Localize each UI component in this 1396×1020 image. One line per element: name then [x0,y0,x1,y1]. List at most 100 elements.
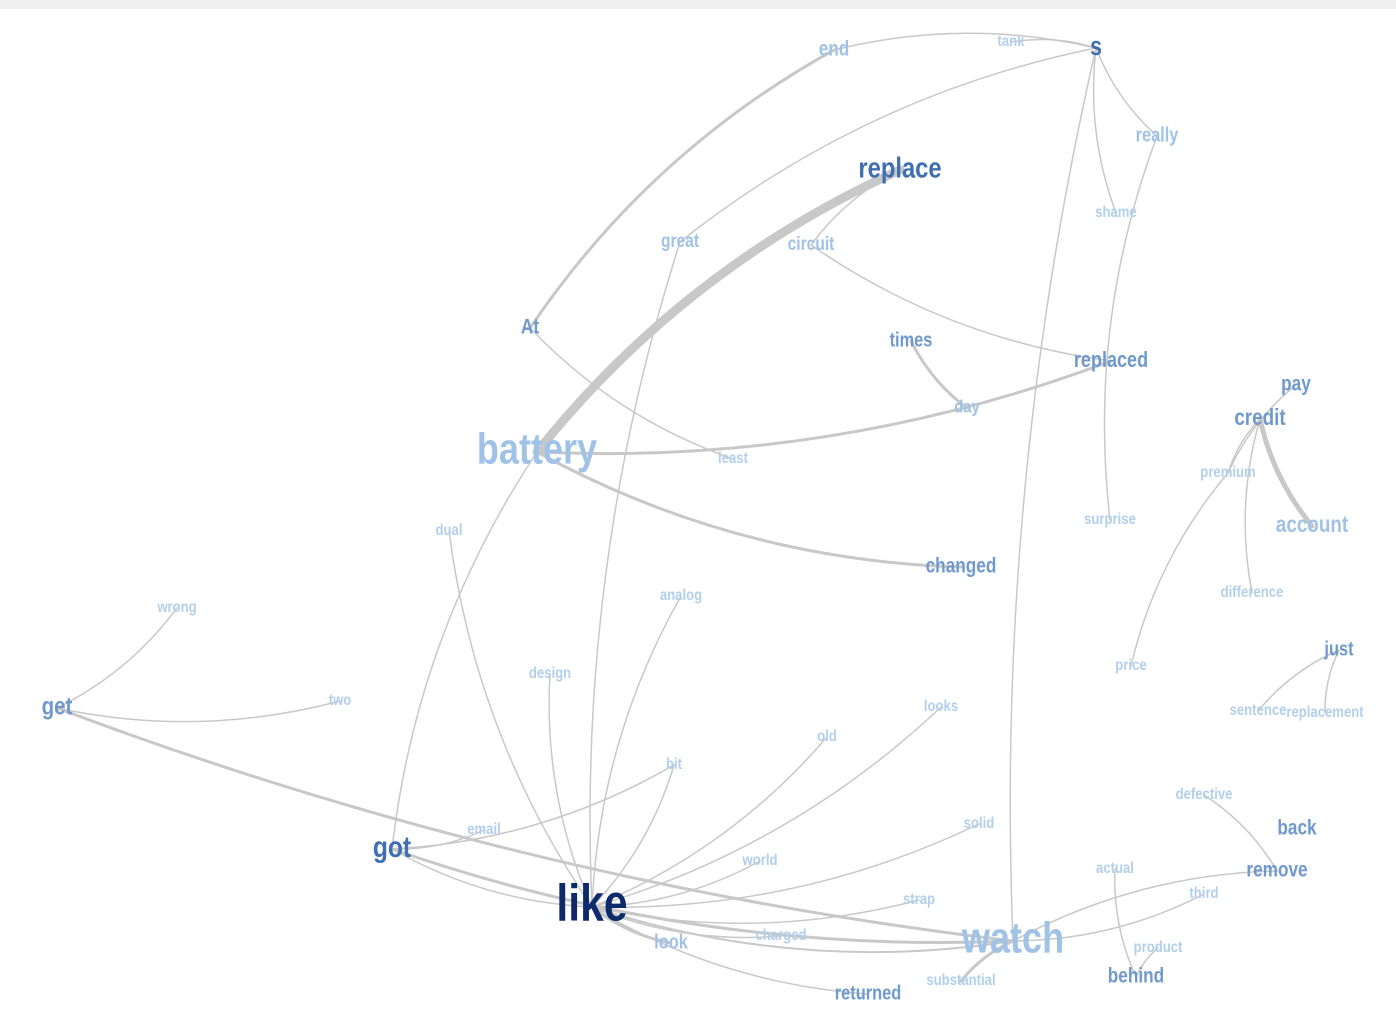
node-defective[interactable]: defective [1176,786,1233,803]
edge-like-returned [591,906,869,995]
edge-just-replacement [1324,649,1340,714]
edge-actual-behind [1114,868,1137,978]
node-analog[interactable]: analog [660,587,702,604]
edge-dual-like [448,530,593,908]
node-charged[interactable]: charged [755,927,806,944]
node-premium[interactable]: premium [1200,464,1255,481]
node-actual[interactable]: actual [1096,860,1134,877]
node-pay[interactable]: pay [1281,373,1311,396]
edge-remove-watch [1012,870,1278,942]
node-email[interactable]: email [467,821,501,838]
node-changed[interactable]: changed [926,555,997,578]
node-least[interactable]: least [718,450,748,467]
node-substantial[interactable]: substantial [926,972,995,989]
edge-like-look [590,905,673,945]
node-just[interactable]: just [1324,637,1354,660]
node-replacement[interactable]: replacement [1286,704,1363,721]
edge-times-day [909,339,969,410]
node-replace[interactable]: replace [858,151,941,184]
edge-At-least [529,327,734,460]
edge-pay-premium [1227,384,1297,474]
node-returned[interactable]: returned [835,981,901,1004]
edge-analog-like [591,595,682,908]
node-wrong[interactable]: wrong [156,599,196,616]
node-account[interactable]: account [1276,512,1348,537]
node-solid[interactable]: solid [964,815,995,832]
node-difference[interactable]: difference [1221,584,1284,601]
node-design[interactable]: design [529,665,571,682]
edge-s-tank [1010,38,1097,49]
node-watch[interactable]: watch [961,913,1064,962]
edge-battery-replaced [535,359,1113,456]
top-toolbar-strip [0,0,1396,9]
node-tank[interactable]: tank [998,33,1026,50]
edge-like-strap [591,899,920,924]
edge-like-old [591,736,828,908]
edge-got-bit [391,764,675,850]
node-behind[interactable]: behind [1108,965,1164,988]
edge-design-like [548,673,593,908]
edge-end-At [528,48,836,330]
edge-battery-got [391,451,538,850]
node-looks[interactable]: looks [924,698,958,715]
edge-like-watch [591,906,1014,954]
edge-like-looks [591,706,942,908]
node-like[interactable]: like [556,875,627,933]
node-got[interactable]: got [373,830,411,864]
edge-product-behind [1135,947,1159,978]
edge-credit-premium [1227,418,1261,474]
node-back[interactable]: back [1277,817,1317,840]
edge-watch-substantial [959,939,1015,983]
node-price[interactable]: price [1115,657,1146,674]
node-surprise[interactable]: surprise [1084,511,1136,528]
edge-just-sentence [1257,649,1340,712]
edge-watch-third [1012,893,1205,942]
edge-got-like [391,848,593,908]
node-circuit[interactable]: circuit [788,233,835,255]
edge-credit-account [1257,416,1315,529]
edge-s-shame [1092,47,1117,214]
node-day[interactable]: day [954,397,980,417]
edge-premium-price [1130,472,1229,667]
node-look[interactable]: look [654,930,688,953]
edge-get-watch [55,706,1015,943]
edge-battery-changed [535,450,963,569]
node-credit[interactable]: credit [1234,405,1285,430]
edge-remove-defective [1203,794,1278,872]
edge-like-charged [591,906,782,939]
edge-credit-difference [1244,418,1261,594]
node-sentence[interactable]: sentence [1230,702,1287,719]
node-product[interactable]: product [1134,939,1183,956]
edge-really-surprise [1103,135,1158,521]
node-really[interactable]: really [1136,123,1180,146]
node-battery[interactable]: battery [477,424,598,473]
edge-got-watch [390,847,1015,945]
node-great[interactable]: great [661,230,699,252]
node-bit[interactable]: bit [666,756,682,773]
node-old[interactable]: old [817,728,837,745]
node-third[interactable]: third [1189,885,1218,902]
node-times[interactable]: times [890,328,933,351]
node-replaced[interactable]: replaced [1074,348,1148,372]
edge-like-bit [591,764,675,908]
node-world[interactable]: world [742,852,778,869]
edge-s-end [833,32,1097,51]
edge-s-watch [1009,47,1097,942]
edge-replace-battery [532,165,905,457]
node-two[interactable]: two [329,692,352,709]
node-strap[interactable]: strap [903,891,935,908]
node-remove[interactable]: remove [1246,859,1308,882]
edge-layer [55,32,1340,995]
edge-great-like [589,241,681,908]
edge-circuit-replaced [810,244,1112,362]
edge-s-really [1095,47,1158,137]
node-s[interactable]: s [1090,32,1102,62]
edge-get-wrong [56,607,178,709]
edge-replace-circuit [810,169,901,246]
node-get[interactable]: get [42,692,73,720]
node-dual[interactable]: dual [436,522,463,539]
node-end[interactable]: end [819,38,850,61]
node-shame[interactable]: shame [1095,204,1137,221]
node-At[interactable]: At [521,316,540,339]
